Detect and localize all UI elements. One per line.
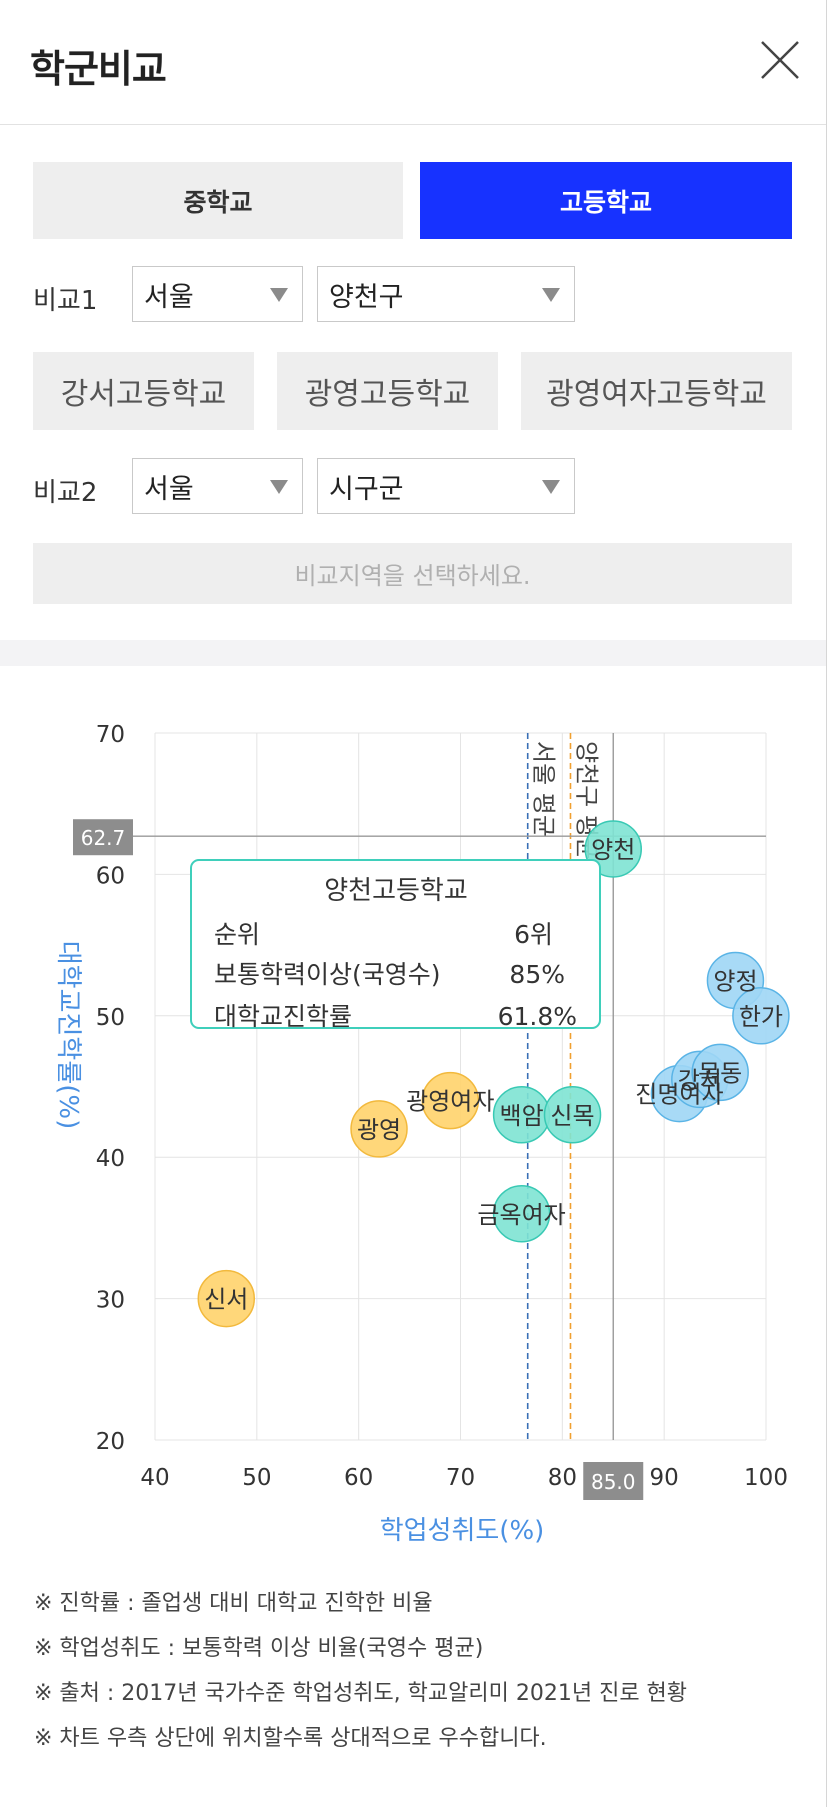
crosshair-x-badge [583, 1462, 644, 1500]
tooltip-college-value: 61.8% [498, 1002, 577, 1031]
data-point [691, 1043, 749, 1102]
data-point-label: 양정 [713, 967, 757, 995]
data-point [732, 987, 790, 1045]
note-advancement: ※ 진학률 : 졸업생 대비 대학교 진학한 비율 [34, 1591, 433, 1616]
tab-middle-school[interactable]: 중학교 [33, 162, 403, 239]
compare1-label: 비교1 [33, 286, 98, 316]
compare1-region-value: 서울 [144, 281, 194, 313]
compare2-district-value: 시구군 [329, 473, 404, 505]
data-point-label: 신서 [204, 1286, 248, 1314]
data-point-label: 목동 [698, 1059, 742, 1087]
y-tick-label: 40 [96, 1146, 125, 1172]
reference-line-label: 서울 평균 [530, 741, 558, 837]
data-point-label: 금옥여자 [477, 1201, 565, 1229]
crosshair-x-value: 85.0 [591, 1470, 636, 1494]
x-tick-label: 40 [140, 1465, 169, 1491]
header: 학군비교 [0, 0, 826, 125]
y-tick-label: 70 [96, 722, 125, 748]
note-source: ※ 출처 : 2017년 국가수준 학업성취도, 학교알리미 2021년 진로 … [34, 1681, 688, 1706]
tooltip-achievement-value: 85% [509, 960, 565, 989]
note-guide: ※ 차트 우측 상단에 위치할수록 상대적으로 우수합니다. [34, 1726, 547, 1751]
y-tick-label: 60 [96, 863, 125, 889]
section-divider [0, 640, 826, 666]
compare1-district-value: 양천구 [329, 281, 404, 313]
data-point [421, 1071, 480, 1130]
x-tick-label: 70 [446, 1465, 475, 1491]
data-point [350, 1100, 408, 1158]
tab-high-school[interactable]: 고등학교 [420, 162, 792, 239]
y-axis-label: 대학교진학률(%) [53, 941, 83, 1130]
chart-tooltip: 양천고등학교 순위 6위 보통학력이상(국영수) 85% 대학교진학률 61.8… [190, 859, 601, 1031]
data-point-label: 광영여자 [406, 1088, 494, 1116]
dropdown-arrow-icon [542, 480, 560, 494]
crosshair: 62.7 85.0 [73, 733, 766, 1500]
chart-notes: ※ 진학률 : 졸업생 대비 대학교 진학한 비율 ※ 학업성취도 : 보통학력… [34, 1585, 687, 1765]
crosshair-y-value: 62.7 [81, 826, 126, 850]
school-chip-gwangyeong[interactable]: 광영고등학교 [277, 352, 498, 430]
data-point-label: 광영 [357, 1116, 401, 1144]
data-point-label: 신목 [550, 1102, 594, 1130]
tooltip-rank-value: 6위 [514, 920, 553, 949]
page-title: 학군비교 [30, 47, 167, 91]
compare2-hint-button[interactable]: 비교지역을 선택하세요. [33, 543, 792, 604]
compare1-district-select[interactable]: 양천구 [317, 266, 575, 322]
data-point-label: 진명여자 [635, 1081, 723, 1109]
note-achievement: ※ 학업성취도 : 보통학력 이상 비율(국영수 평균) [34, 1636, 484, 1661]
dropdown-arrow-icon [270, 288, 288, 302]
dropdown-arrow-icon [270, 480, 288, 494]
school-chip-gangseo[interactable]: 강서고등학교 [33, 352, 254, 430]
data-point [543, 1086, 602, 1144]
data-point [197, 1269, 256, 1328]
x-tick-label: 60 [344, 1465, 373, 1491]
y-axis-ticks: 20 30 40 50 60 70 [96, 722, 125, 1455]
data-point-label: 강서 [678, 1066, 722, 1094]
tooltip-rank-label: 순위 [214, 920, 260, 949]
x-tick-label: 50 [242, 1465, 271, 1491]
close-icon[interactable] [756, 36, 804, 84]
data-point-label: 한가 [739, 1003, 783, 1031]
crosshair-y-badge [73, 819, 133, 856]
y-tick-label: 50 [96, 1005, 125, 1031]
x-axis-ticks: 40 50 60 70 80 90 100 [140, 1465, 788, 1491]
y-tick-label: 20 [96, 1429, 125, 1455]
tooltip-title: 양천고등학교 [324, 876, 468, 906]
x-axis-label: 학업성취도(%) [380, 1516, 545, 1546]
compare1-region-select[interactable]: 서울 [132, 266, 303, 322]
y-tick-label: 30 [96, 1288, 125, 1314]
x-tick-label: 90 [650, 1465, 679, 1491]
x-tick-label: 100 [744, 1465, 788, 1491]
compare2-label: 비교2 [33, 478, 98, 508]
dropdown-arrow-icon [542, 288, 560, 302]
school-chip-gwangyeong-girls[interactable]: 광영여자고등학교 [521, 352, 792, 430]
compare2-region-value: 서울 [144, 473, 194, 505]
compare2-district-select[interactable]: 시구군 [317, 458, 575, 514]
compare2-region-select[interactable]: 서울 [132, 458, 303, 514]
x-tick-label: 80 [548, 1465, 577, 1491]
tooltip-achievement-label: 보통학력이상(국영수) [214, 960, 441, 989]
data-point [492, 1185, 551, 1243]
tooltip-college-label: 대학교진학률 [214, 1002, 352, 1031]
data-point-label: 백암 [500, 1102, 544, 1130]
data-point-label: 양천 [591, 836, 635, 864]
